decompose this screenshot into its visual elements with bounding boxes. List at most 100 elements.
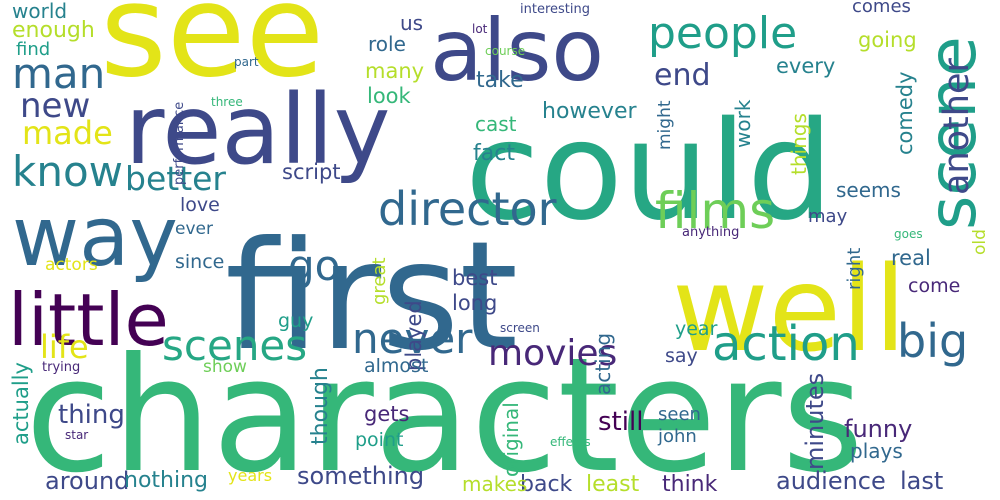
word-year: year	[675, 318, 718, 340]
word-better: better	[125, 159, 226, 198]
word-little: little	[8, 278, 169, 362]
word-something: something	[297, 462, 424, 490]
word-least: least	[586, 472, 640, 497]
word-say: say	[665, 345, 698, 367]
word-star: star	[65, 428, 88, 442]
word-years: years	[228, 466, 272, 485]
word-life: life	[40, 328, 89, 366]
word-work: work	[731, 99, 755, 148]
word-going: going	[858, 28, 917, 52]
word-might: might	[655, 100, 675, 150]
word-trying: trying	[42, 360, 80, 375]
word-find: find	[16, 39, 50, 60]
word-interesting: interesting	[520, 2, 590, 17]
word-ever: ever	[175, 219, 213, 239]
word-anything: anything	[682, 225, 739, 240]
word-fact: fact	[473, 141, 515, 166]
word-never: never	[352, 314, 473, 363]
word-first: first	[225, 210, 518, 384]
word-also: also	[430, 1, 604, 101]
word-way: way	[12, 190, 178, 285]
word-know: know	[12, 147, 123, 196]
word-actors: actors	[45, 255, 98, 275]
word-old: old	[970, 229, 990, 255]
word-cast: cast	[475, 112, 517, 136]
word-however: however	[542, 99, 637, 124]
word-gets: gets	[364, 402, 409, 426]
word-effects: effects	[550, 435, 591, 449]
word-audience: audience	[776, 467, 886, 495]
word-people: people	[648, 8, 797, 59]
word-minutes: minutes	[801, 373, 829, 470]
word-seen: seen	[658, 404, 701, 425]
word-end: end	[654, 58, 711, 93]
word-take: take	[476, 68, 524, 93]
word-part: part	[234, 55, 259, 69]
word-comes: comes	[852, 0, 911, 17]
word-script: script	[282, 160, 341, 184]
word-come: come	[908, 275, 960, 297]
word-last: last	[900, 467, 943, 495]
word-though: though	[308, 367, 333, 445]
word-screen: screen	[500, 321, 540, 335]
word-man: man	[12, 49, 105, 98]
word-really: really	[125, 74, 390, 186]
word-long: long	[452, 291, 497, 315]
word-actually: actually	[9, 362, 33, 445]
word-us: us	[400, 11, 423, 35]
word-makes: makes	[462, 472, 527, 496]
word-new: new	[20, 86, 90, 126]
word-nothing: nothing	[124, 468, 208, 493]
word-look: look	[367, 84, 412, 108]
word-guy: guy	[278, 310, 313, 332]
word-around: around	[45, 467, 129, 495]
word-scene: scene	[914, 36, 991, 230]
word-acting: acting	[591, 333, 615, 395]
word-plays: plays	[850, 439, 903, 463]
word-real: real	[891, 246, 931, 270]
word-three: three	[211, 95, 243, 109]
word-well: well	[672, 240, 907, 378]
word-another: another	[937, 58, 977, 195]
word-director: director	[378, 182, 557, 236]
word-enough: enough	[12, 18, 95, 43]
word-played: played	[402, 300, 426, 371]
word-movies: movies	[488, 333, 617, 374]
word-things: things	[787, 113, 811, 175]
word-scenes: scenes	[162, 321, 307, 370]
word-lot: lot	[472, 22, 488, 36]
word-see: see	[100, 0, 324, 106]
word-still: still	[598, 407, 643, 437]
word-go: go	[288, 241, 340, 290]
word-role: role	[368, 32, 406, 56]
word-may: may	[808, 206, 848, 227]
word-seems: seems	[836, 178, 901, 202]
word-many: many	[365, 59, 424, 83]
word-performance: performance	[172, 102, 187, 185]
word-big: big	[897, 314, 968, 368]
word-made: made	[22, 114, 113, 152]
word-characters: characters	[25, 324, 864, 500]
word-original: original	[499, 402, 523, 477]
word-right: right	[844, 248, 865, 290]
word-since: since	[175, 251, 224, 273]
word-thing: thing	[58, 400, 125, 430]
word-every: every	[776, 54, 835, 78]
word-almost: almost	[364, 355, 428, 377]
word-back: back	[520, 472, 573, 497]
word-could: could	[465, 93, 833, 251]
word-action: action	[712, 316, 860, 372]
word-course: course	[485, 44, 525, 58]
word-comedy: comedy	[893, 71, 917, 155]
word-films: films	[655, 182, 775, 240]
word-great: great	[369, 257, 390, 305]
word-goes: goes	[894, 227, 923, 241]
word-point: point	[355, 429, 403, 451]
word-john: john	[657, 426, 697, 447]
word-best: best	[452, 266, 497, 290]
word-funny: funny	[844, 415, 912, 443]
word-world: world	[12, 0, 67, 23]
word-think: think	[662, 472, 718, 497]
word-love: love	[180, 194, 220, 216]
